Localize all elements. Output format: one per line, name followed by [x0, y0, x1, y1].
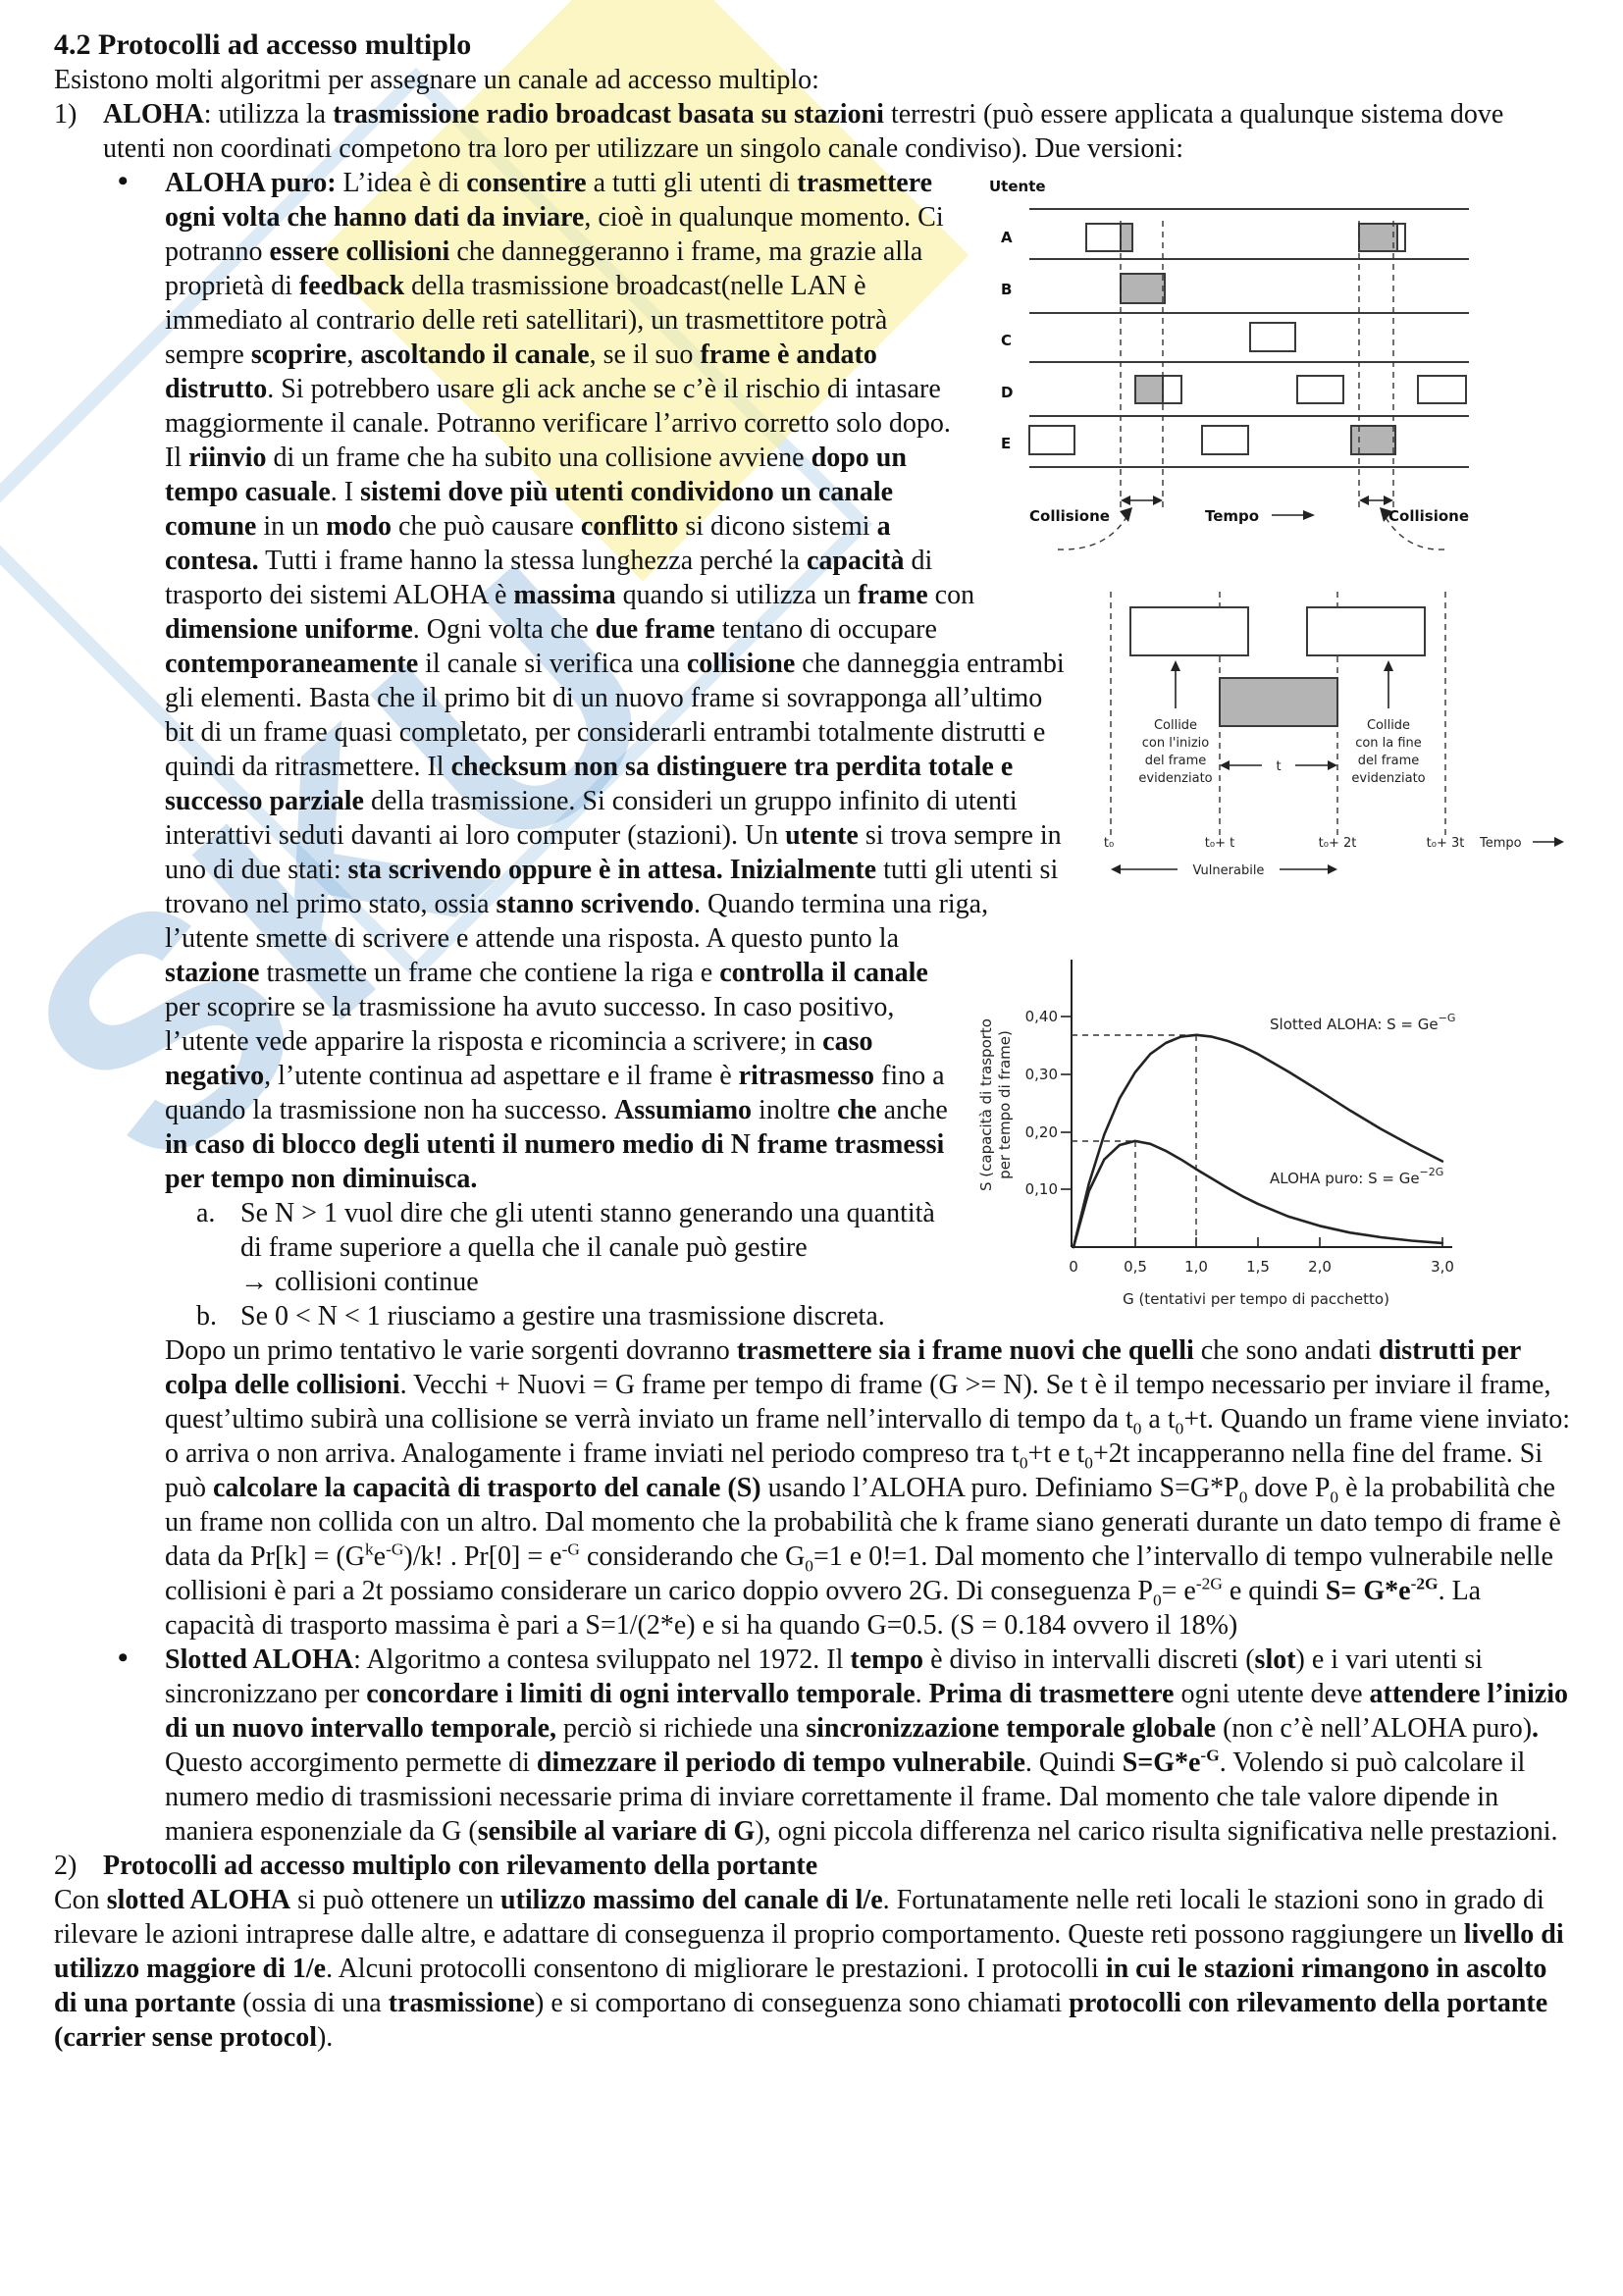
chart-y-axis-title: S (capacità di trasporto per tempo di fr… — [977, 1018, 1014, 1191]
svg-text:evidenziato: evidenziato — [1138, 771, 1212, 786]
svg-text:con l'inizio: con l'inizio — [1142, 736, 1210, 751]
numbered-item-aloha: 1) ALOHA: utilizza la trasmissione radio … — [54, 97, 1570, 166]
chart-axes — [1071, 960, 1452, 1248]
sub-item-b: b. Se 0 < N < 1 riusciamo a gestire una t… — [196, 1299, 1570, 1333]
svg-text:A: A — [1001, 229, 1013, 246]
svg-text:0,30: 0,30 — [1025, 1066, 1058, 1083]
fig1-collision-left-label: Collisione — [1029, 507, 1110, 525]
fig2-frames — [1129, 606, 1426, 727]
fig1-collision-dashed-lines — [1120, 221, 1394, 509]
fig1-row-labels: A B C D E — [1001, 229, 1013, 452]
vulnerable-period-svg: Collide con l'inizio del frame evidenzia… — [1104, 592, 1564, 878]
fig1-collision-right-label: Collisione — [1388, 507, 1469, 525]
legend-pure: ALOHA puro: S = Ge−2G — [1270, 1166, 1443, 1187]
fig2-up-arrows — [1171, 660, 1393, 708]
bullet-aloha-puro: • Utente — [118, 165, 1570, 1333]
bullet-aloha-puro-text: ALOHA puro: L’idea è di consentire a tut… — [165, 168, 1065, 1194]
svg-text:B: B — [1001, 281, 1012, 298]
sub-item-a-label: a. — [196, 1198, 216, 1228]
figure-throughput-chart: 0,40 0,30 0,20 0,10 0 0,5 — [962, 930, 1570, 1318]
fig2-time-axis-labels: t₀ t₀+ t t₀+ 2t t₀+ 3t Tempo — [1104, 836, 1564, 851]
svg-text:Collide: Collide — [1367, 718, 1410, 733]
legend-slotted: Slotted ALOHA: S = Ge−G — [1270, 1012, 1455, 1033]
svg-text:0,20: 0,20 — [1025, 1123, 1058, 1141]
curve-pure-aloha — [1072, 1139, 1444, 1249]
numbered-item-carrier-sense: 2) Protocolli ad accesso multiplo con ril… — [54, 1849, 1570, 1883]
figure-vulnerable-period-diagram: Collide con l'inizio del frame evidenzia… — [1079, 570, 1570, 909]
fig1-curved-arrows — [1057, 507, 1445, 550]
sub-item-b-text: Se 0 < N < 1 riusciamo a gestire una tra… — [240, 1301, 885, 1331]
bullet-icon: • — [118, 165, 129, 197]
numbered-item-label: 2) — [54, 1851, 78, 1881]
svg-text:1,5: 1,5 — [1246, 1258, 1270, 1276]
bullet-slotted-aloha-body: Slotted ALOHA: Algoritmo a contesa svilu… — [165, 1644, 1568, 1847]
svg-text:0,40: 0,40 — [1025, 1008, 1058, 1025]
svg-text:0,10: 0,10 — [1025, 1180, 1058, 1198]
svg-text:evidenziato: evidenziato — [1351, 771, 1425, 786]
fig2-tempo-label: Tempo — [1479, 836, 1522, 851]
curve-slotted-aloha — [1072, 1033, 1444, 1249]
fig1-frames — [1028, 223, 1467, 455]
fig1-track-lines — [1029, 208, 1469, 468]
svg-text:D: D — [1001, 384, 1013, 401]
bullet-aloha-puro-body: Utente A B C D — [165, 166, 1570, 1333]
fig1-title: Utente — [989, 178, 1046, 195]
svg-text:E: E — [1001, 435, 1011, 452]
chart-x-ticks: 0 0,5 1,0 1,5 2,0 3,0 — [1069, 1237, 1454, 1276]
document-content: 4.2 Protocolli ad accesso multiplo Esist… — [54, 28, 1571, 2053]
numbered-item-heading: Protocolli ad accesso multiplo con rilev… — [103, 1851, 818, 1881]
paragraph-throughput-derivation: Dopo un primo tentativo le varie sorgent… — [165, 1335, 1571, 1641]
chart-peak-guides — [1072, 1034, 1197, 1247]
svg-text:del frame: del frame — [1145, 754, 1207, 768]
bullet-icon: • — [118, 1642, 129, 1674]
svg-text:Vulnerabile: Vulnerabile — [1193, 863, 1265, 878]
svg-text:3,0: 3,0 — [1431, 1258, 1454, 1276]
chart-x-axis-title: G (tentativi per tempo di pacchetto) — [1123, 1290, 1389, 1308]
fig2-vulnerable-span: Vulnerabile — [1111, 863, 1337, 878]
fig1-tempo-label: Tempo — [1205, 507, 1259, 525]
svg-text:0,5: 0,5 — [1124, 1258, 1147, 1276]
svg-text:del frame: del frame — [1358, 754, 1420, 768]
intro-paragraph: Esistono molti algoritmi per assegnare u… — [54, 65, 819, 95]
sub-item-b-label: b. — [196, 1301, 217, 1331]
svg-text:t: t — [1276, 759, 1281, 774]
svg-text:C: C — [1001, 332, 1012, 349]
svg-text:Collide: Collide — [1154, 718, 1197, 733]
fig1-collision-span-arrows — [1121, 496, 1393, 505]
svg-text:t₀+ 2t: t₀+ 2t — [1319, 836, 1357, 851]
figure-aloha-timing-diagram: Utente A B C D — [981, 166, 1570, 556]
fig2-right-caption: Collide con la fine del frame evidenziat… — [1351, 718, 1425, 786]
fig2-t-span-arrow: t — [1220, 759, 1337, 774]
fig1-tempo-arrow — [1272, 510, 1315, 520]
numbered-item-label: 1) — [54, 99, 78, 130]
chart-y-ticks: 0,40 0,30 0,20 0,10 — [1025, 1008, 1072, 1198]
svg-text:con la fine: con la fine — [1355, 736, 1422, 751]
svg-text:per tempo di frame): per tempo di frame) — [996, 1030, 1014, 1179]
sub-item-a: a. Se N > 1 vuol dire che gli utenti stan… — [196, 1196, 1570, 1299]
aloha-timing-svg: Utente A B C D — [989, 178, 1469, 550]
svg-text:t₀+ t: t₀+ t — [1205, 836, 1234, 851]
svg-text:t₀: t₀ — [1104, 836, 1114, 851]
svg-text:2,0: 2,0 — [1308, 1258, 1332, 1276]
sub-item-a-text: Se N > 1 vuol dire che gli utenti stanno… — [240, 1198, 935, 1297]
svg-text:0: 0 — [1069, 1258, 1078, 1276]
fig2-left-caption: Collide con l'inizio del frame evidenzia… — [1138, 718, 1212, 786]
section-heading: 4.2 Protocolli ad accesso multiplo — [54, 28, 472, 61]
paragraph-carrier-sense: Con slotted ALOHA si può ottenere un uti… — [54, 1885, 1564, 2053]
throughput-chart-svg: 0,40 0,30 0,20 0,10 0 0,5 — [977, 960, 1455, 1308]
svg-text:t₀+ 3t: t₀+ 3t — [1427, 836, 1465, 851]
svg-text:1,0: 1,0 — [1184, 1258, 1208, 1276]
numbered-item-text: ALOHA: utilizza la trasmissione radio br… — [103, 99, 1504, 164]
svg-text:S (capacità di trasporto: S (capacità di trasporto — [977, 1018, 995, 1191]
bullet-slotted-aloha: • Slotted ALOHA: Algoritmo a contesa svi… — [118, 1642, 1570, 1849]
